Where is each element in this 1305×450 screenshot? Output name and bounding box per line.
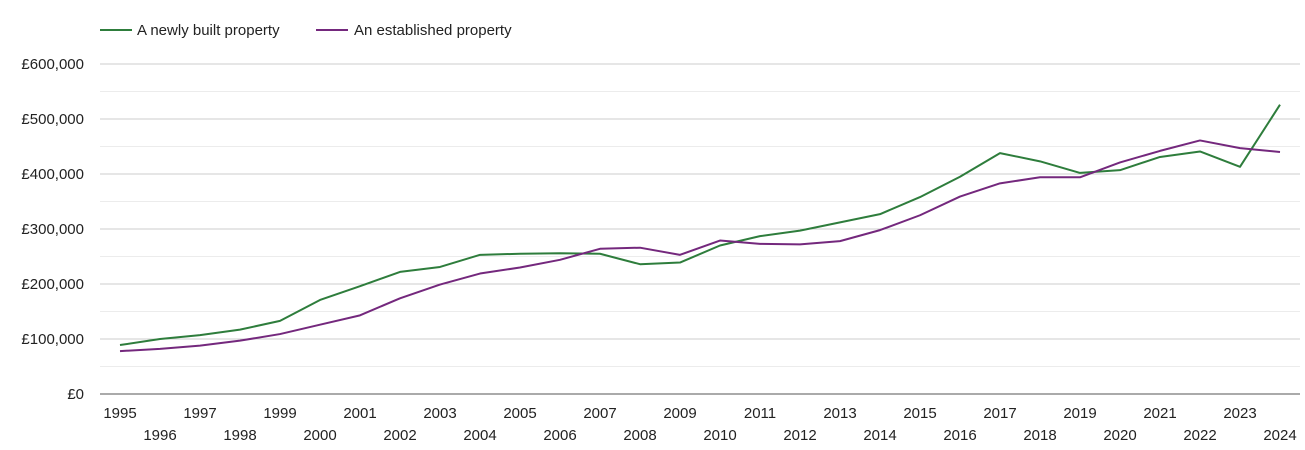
x-tick-label: 1995 <box>103 405 136 422</box>
y-tick-label: £400,000 <box>21 166 84 183</box>
x-tick-label: 2000 <box>303 427 336 444</box>
x-tick-label: 2022 <box>1183 427 1216 444</box>
x-tick-label: 2020 <box>1103 427 1136 444</box>
x-tick-label: 1999 <box>263 405 296 422</box>
x-tick-label: 2005 <box>503 405 536 422</box>
x-tick-label: 2013 <box>823 405 856 422</box>
x-tick-label: 2015 <box>903 405 936 422</box>
y-tick-label: £100,000 <box>21 331 84 348</box>
y-tick-label: £300,000 <box>21 221 84 238</box>
x-tick-label: 2003 <box>423 405 456 422</box>
x-tick-label: 2008 <box>623 427 656 444</box>
x-tick-label: 2002 <box>383 427 416 444</box>
y-tick-label: £500,000 <box>21 111 84 128</box>
x-tick-label: 2010 <box>703 427 736 444</box>
y-axis: £0 £100,000 £200,000 £300,000 £400,000 £500,0… <box>21 56 84 403</box>
legend-label-established: An established property <box>354 22 512 39</box>
x-tick-label: 1998 <box>223 427 256 444</box>
series-lines <box>119 104 1281 353</box>
x-tick-label: 2004 <box>463 427 496 444</box>
x-tick-label: 2001 <box>343 405 376 422</box>
x-tick-label: 2017 <box>983 405 1016 422</box>
x-tick-label: 2014 <box>863 427 896 444</box>
x-tick-label: 2012 <box>783 427 816 444</box>
x-tick-label: 1997 <box>183 405 216 422</box>
x-tick-label: 2018 <box>1023 427 1056 444</box>
x-tick-label: 2021 <box>1143 405 1176 422</box>
legend: A newly built property An established pr… <box>100 22 512 39</box>
x-axis: 1995 1996 1997 1998 1999 2000 2001 2002 2003 2004… <box>103 405 1296 444</box>
y-tick-label: £600,000 <box>21 56 84 73</box>
x-tick-label: 2006 <box>543 427 576 444</box>
y-tick-label: £200,000 <box>21 276 84 293</box>
gridlines <box>100 63 1300 395</box>
series-line-established <box>119 139 1281 353</box>
x-tick-label: 2023 <box>1223 405 1256 422</box>
x-tick-label: 2019 <box>1063 405 1096 422</box>
x-tick-label: 2007 <box>583 405 616 422</box>
x-tick-label: 2024 <box>1263 427 1296 444</box>
x-tick-label: 2009 <box>663 405 696 422</box>
series-line-new-build <box>119 104 1281 347</box>
x-tick-label: 2011 <box>744 405 776 422</box>
x-tick-label: 1996 <box>143 427 176 444</box>
legend-label-new-build: A newly built property <box>137 22 280 39</box>
y-tick-label: £0 <box>67 386 84 403</box>
x-tick-label: 2016 <box>943 427 976 444</box>
